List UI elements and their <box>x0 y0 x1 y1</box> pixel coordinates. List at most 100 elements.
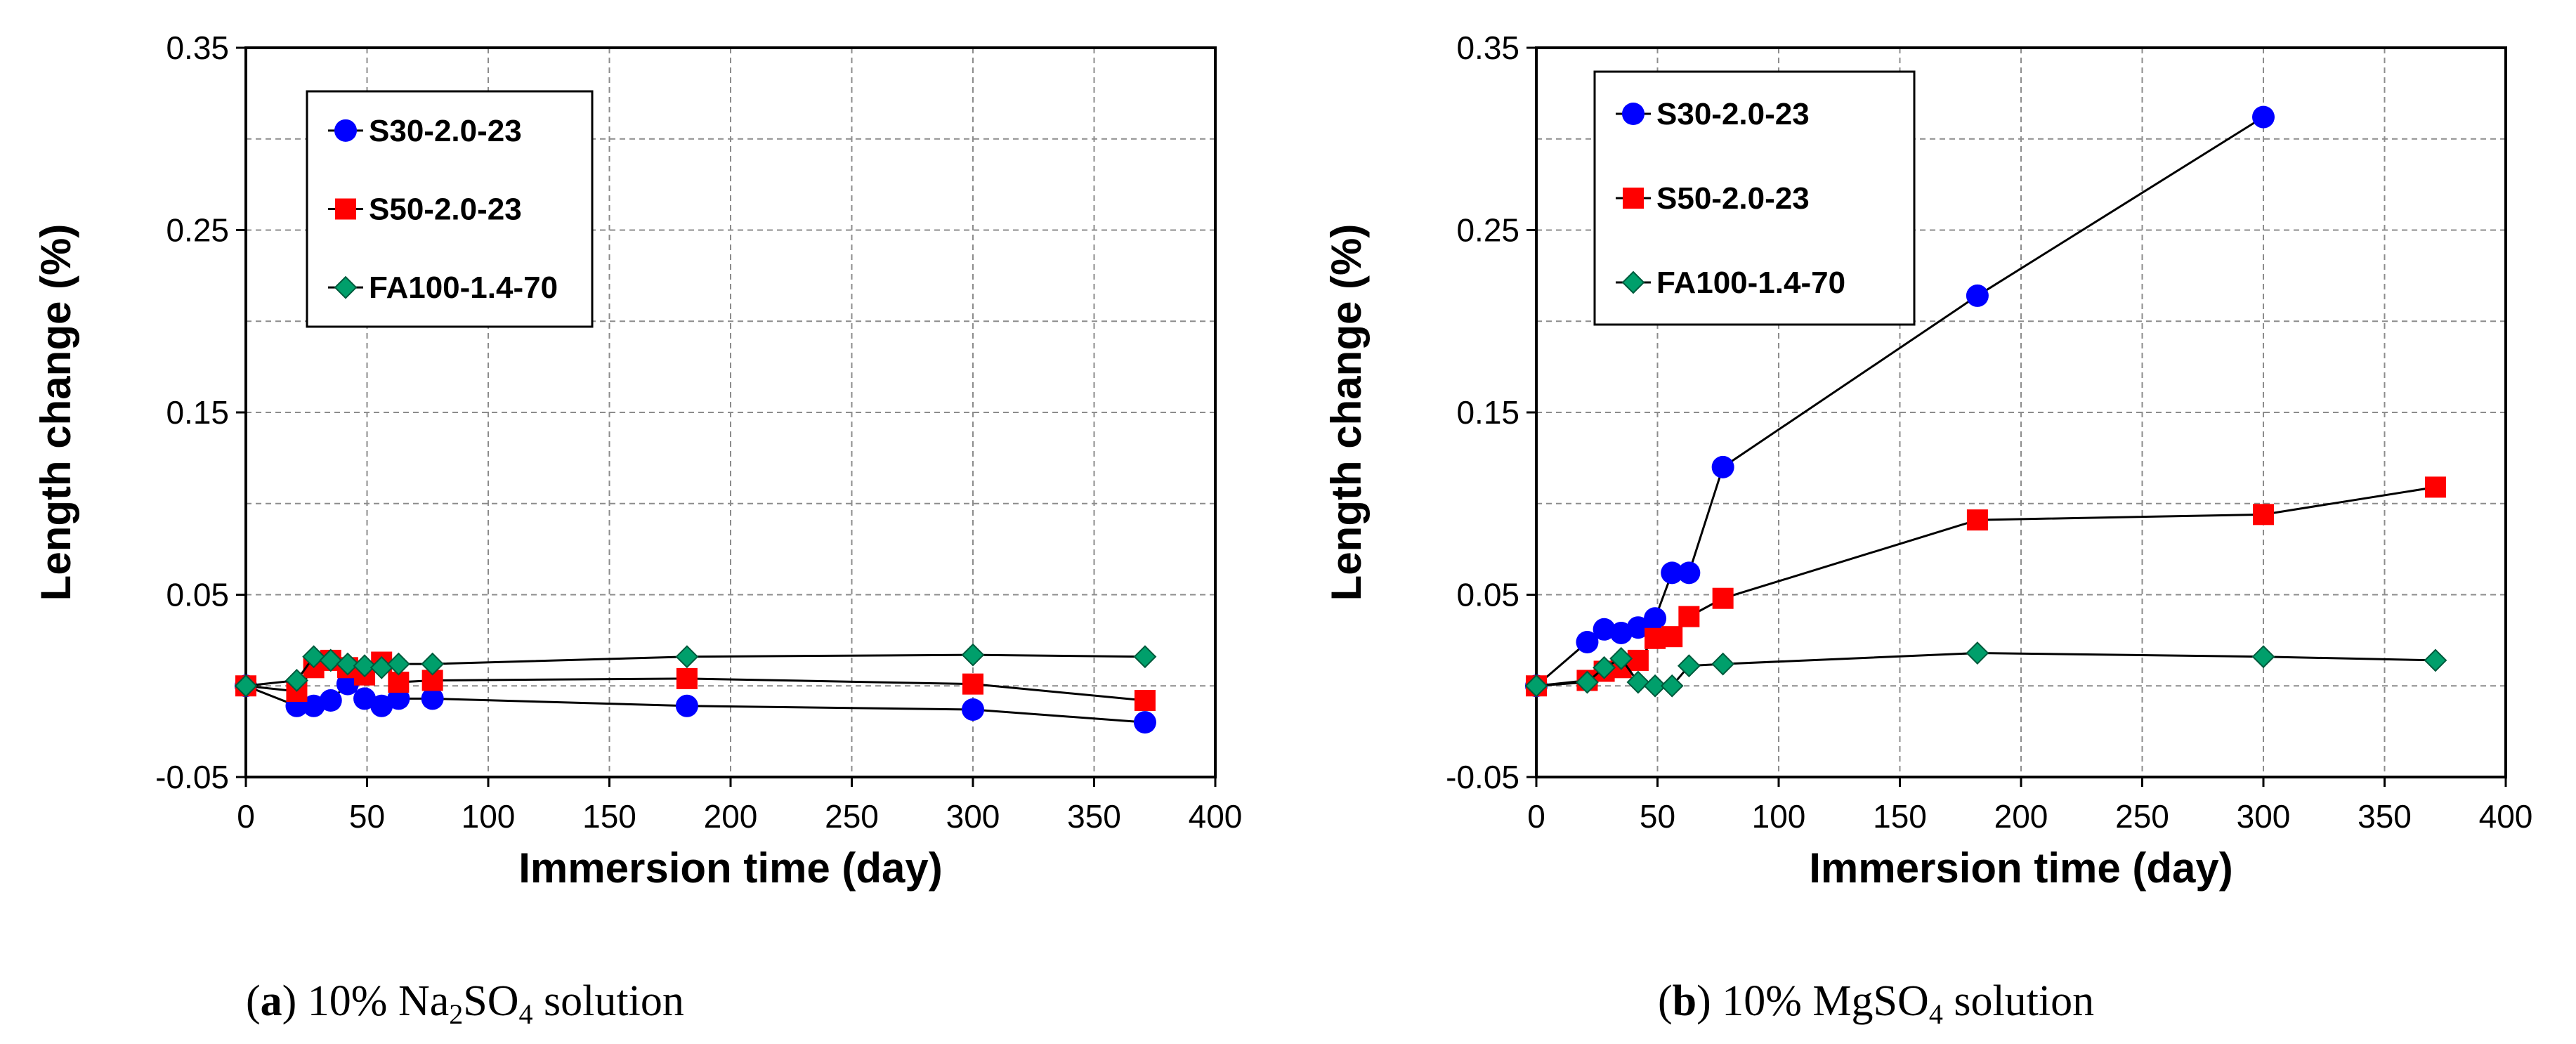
data-point <box>336 672 359 696</box>
legend-marker <box>1622 103 1645 125</box>
y-tick-label: 0.35 <box>166 30 229 66</box>
data-point <box>2424 648 2447 672</box>
x-tick-label: 100 <box>462 798 516 835</box>
x-tick-label: 150 <box>1873 798 1927 835</box>
data-point <box>1661 626 1683 648</box>
data-point <box>421 687 444 710</box>
x-axis-title: Immersion time (day) <box>518 844 943 892</box>
legend-label: S50-2.0-23 <box>369 193 522 227</box>
x-tick-label: 150 <box>582 798 636 835</box>
data-point <box>336 652 360 676</box>
data-point <box>1966 284 1989 307</box>
data-point <box>1660 674 1684 698</box>
data-point <box>421 652 445 676</box>
legend-marker <box>335 198 356 220</box>
x-tick-label: 400 <box>1189 798 1243 835</box>
x-tick-label: 200 <box>1994 798 2048 835</box>
x-tick-label: 400 <box>2479 798 2533 835</box>
legend-label: S30-2.0-23 <box>1656 97 1810 131</box>
chart-caption: (a) 10% Na2SO4 solution <box>246 977 684 1030</box>
y-tick-label: 0.05 <box>1456 577 1519 613</box>
y-tick-label: 0.35 <box>1456 30 1519 66</box>
data-point <box>675 645 699 669</box>
data-point <box>2253 504 2274 526</box>
data-point <box>319 689 342 712</box>
legend-label: S50-2.0-23 <box>1656 181 1810 216</box>
data-point <box>1609 646 1633 670</box>
data-point <box>2252 105 2275 129</box>
data-point <box>319 648 343 672</box>
series-FA100-1.4-70 <box>1524 641 2447 698</box>
data-point <box>1626 670 1650 694</box>
x-axis-title: Immersion time (day) <box>1809 844 2233 892</box>
x-tick-label: 300 <box>946 798 1000 835</box>
data-point <box>302 694 325 717</box>
data-point <box>353 654 377 678</box>
data-point <box>1712 587 1734 609</box>
data-point <box>1643 674 1667 698</box>
data-point <box>1966 641 1989 665</box>
data-point <box>675 694 698 717</box>
legend-marker <box>1623 188 1644 209</box>
data-point <box>2424 476 2446 498</box>
series-S30-2.0-23 <box>235 672 1156 734</box>
data-point <box>1576 670 1599 694</box>
data-point <box>962 673 983 695</box>
data-point <box>1626 616 1649 639</box>
x-tick-label: 100 <box>1752 798 1806 835</box>
data-point <box>1593 618 1616 641</box>
legend-marker <box>1621 270 1645 294</box>
data-point <box>2251 645 2275 669</box>
legend: S30-2.0-23 S50-2.0-23 FA100-1.4-70 <box>306 90 594 328</box>
data-point <box>962 698 984 721</box>
data-point <box>1133 711 1156 734</box>
series-FA100-1.4-70 <box>234 643 1157 698</box>
data-point <box>1678 606 1700 627</box>
data-point <box>1593 655 1616 679</box>
data-point <box>353 687 377 710</box>
data-point <box>961 643 985 667</box>
data-point <box>302 645 326 669</box>
x-tick-label: 250 <box>2115 798 2169 835</box>
y-axis-title: Length change (%) <box>32 224 79 601</box>
y-tick-label: 0.25 <box>166 212 229 249</box>
data-point <box>1644 607 1667 630</box>
y-tick-label: -0.05 <box>1446 759 1519 795</box>
data-point <box>1134 690 1156 712</box>
y-axis-title: Length change (%) <box>1323 224 1370 601</box>
legend-label: S30-2.0-23 <box>369 114 522 148</box>
data-point <box>1627 649 1649 671</box>
legend: S30-2.0-23 S50-2.0-23 FA100-1.4-70 <box>1593 70 1916 326</box>
legend-label: FA100-1.4-70 <box>1656 266 1845 300</box>
legend-marker <box>334 119 357 142</box>
x-tick-label: 250 <box>825 798 879 835</box>
chart-a: 0 50 100 150 200 250 300 350 400 -0.05 0.05 0.15 0.2… <box>32 30 1242 1030</box>
x-tick-label: 350 <box>1067 798 1121 835</box>
data-point <box>1966 509 1988 531</box>
data-point <box>676 667 698 689</box>
chart-b: 0 50 100 150 200 250 300 350 400 -0.05 0.05 0.15 0.2… <box>1323 30 2532 1030</box>
y-tick-label: 0.25 <box>1456 212 1519 249</box>
data-point <box>1711 455 1734 478</box>
data-point <box>1524 674 1548 698</box>
data-point <box>1661 561 1684 585</box>
data-point <box>234 674 258 698</box>
data-point <box>1677 654 1701 678</box>
y-tick-label: 0.15 <box>166 394 229 431</box>
data-point <box>1711 652 1735 676</box>
legend-marker <box>334 275 358 299</box>
x-tick-label: 0 <box>237 798 255 835</box>
x-tick-label: 50 <box>349 798 385 835</box>
x-tick-label: 0 <box>1527 798 1545 835</box>
data-point <box>1678 561 1701 585</box>
data-point <box>1133 645 1157 669</box>
x-tick-label: 200 <box>704 798 758 835</box>
data-point <box>370 694 393 717</box>
legend-label: FA100-1.4-70 <box>369 270 558 305</box>
chart-caption: (b) 10% MgSO4 solution <box>1658 977 2094 1030</box>
data-point <box>386 652 410 676</box>
data-point <box>387 687 410 710</box>
y-tick-label: 0.15 <box>1456 394 1519 431</box>
x-tick-label: 300 <box>2237 798 2291 835</box>
